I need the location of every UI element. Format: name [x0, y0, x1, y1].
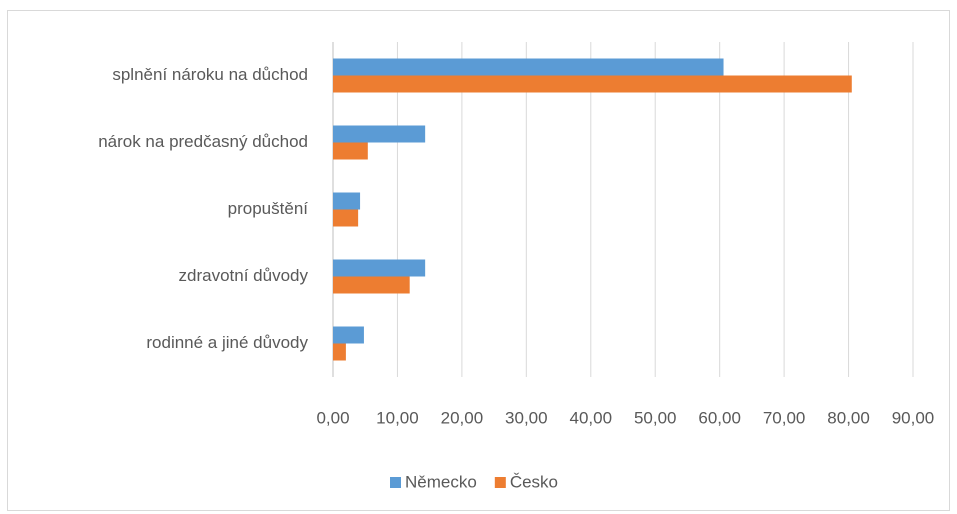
x-tick-label: 60,00 [698, 408, 741, 427]
y-tick-label: zdravotní důvody [179, 266, 309, 285]
bar [333, 75, 852, 93]
bar [333, 259, 426, 277]
x-tick-label: 70,00 [763, 408, 806, 427]
x-tick-label: 0,00 [316, 408, 349, 427]
x-tick-label: 80,00 [827, 408, 870, 427]
x-tick-label: 50,00 [634, 408, 677, 427]
bar [333, 192, 361, 210]
bar [333, 125, 426, 143]
bar [333, 343, 346, 361]
y-tick-label: splnění nároku na důchod [112, 65, 308, 84]
legend-label: Česko [510, 472, 558, 491]
bar [333, 58, 724, 76]
bar [333, 209, 359, 227]
bar [333, 142, 368, 160]
y-tick-label: rodinné a jiné důvody [146, 333, 308, 352]
chart-border [7, 10, 950, 511]
x-tick-label: 40,00 [570, 408, 613, 427]
legend-label: Německo [405, 472, 477, 491]
legend-swatch [494, 477, 506, 488]
x-tick-label: 90,00 [892, 408, 935, 427]
bar [333, 326, 364, 344]
y-tick-label: propuštění [228, 199, 309, 218]
x-tick-label: 30,00 [505, 408, 548, 427]
y-tick-label: nárok na predčasný důchod [98, 132, 308, 151]
x-tick-label: 20,00 [441, 408, 484, 427]
x-tick-label: 10,00 [376, 408, 419, 427]
legend-swatch [390, 477, 401, 488]
bar [333, 276, 410, 294]
